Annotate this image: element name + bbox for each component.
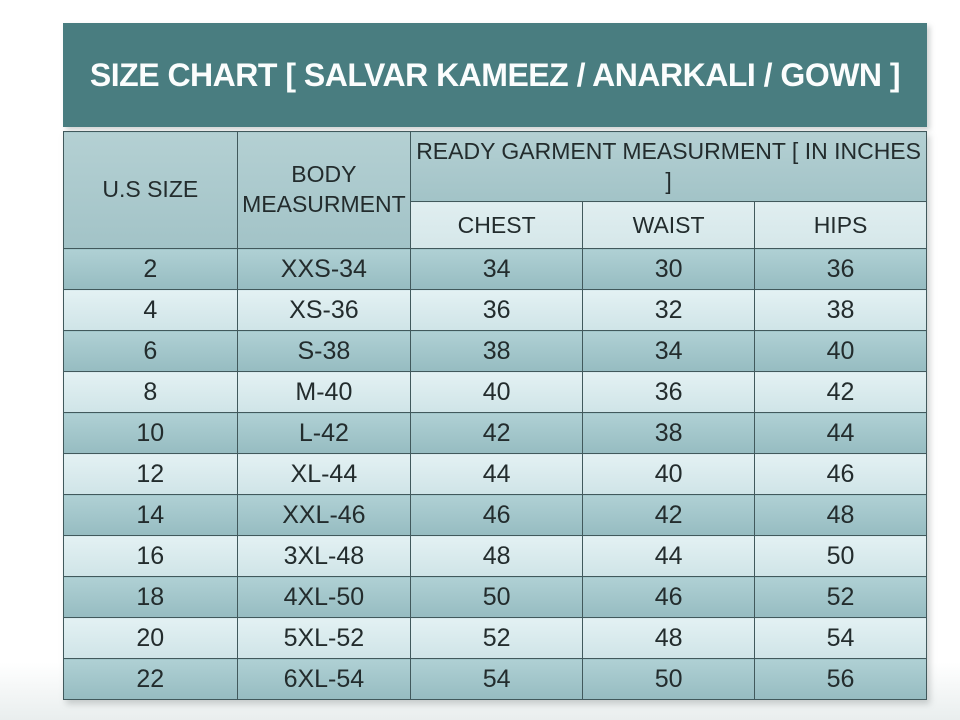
table-row: 20 5XL-52 52 48 54	[63, 617, 927, 659]
cell-hips: 40	[754, 330, 927, 372]
cell-body-measurement: L-42	[236, 412, 412, 454]
cell-chest: 46	[410, 494, 584, 536]
cell-chest: 42	[410, 412, 584, 454]
table-row: 10 L-42 42 38 44	[63, 412, 927, 454]
cell-us-size: 2	[63, 248, 238, 290]
cell-hips: 52	[754, 576, 927, 618]
cell-chest: 48	[410, 535, 584, 577]
cell-waist: 38	[582, 412, 756, 454]
cell-body-measurement: 3XL-48	[236, 535, 412, 577]
cell-body-measurement: XS-36	[236, 289, 412, 331]
table-row: 18 4XL-50 50 46 52	[63, 576, 927, 618]
col-header-ready-garment: READY GARMENT MEASURMENT [ IN INCHES ]	[410, 131, 927, 202]
cell-waist: 42	[582, 494, 756, 536]
cell-chest: 34	[410, 248, 584, 290]
cell-us-size: 18	[63, 576, 238, 618]
cell-us-size: 4	[63, 289, 238, 331]
cell-hips: 56	[754, 658, 927, 700]
table-row: 6 S-38 38 34 40	[63, 330, 927, 372]
cell-body-measurement: XXS-34	[236, 248, 412, 290]
table-row: 12 XL-44 44 40 46	[63, 453, 927, 495]
col-header-hips: HIPS	[754, 201, 927, 249]
table-row: 16 3XL-48 48 44 50	[63, 535, 927, 577]
cell-body-measurement: XL-44	[236, 453, 412, 495]
cell-hips: 42	[754, 371, 927, 413]
col-header-body-measurement: BODY MEASURMENT	[236, 131, 412, 249]
cell-hips: 38	[754, 289, 927, 331]
cell-hips: 48	[754, 494, 927, 536]
cell-hips: 36	[754, 248, 927, 290]
cell-body-measurement: 4XL-50	[236, 576, 412, 618]
cell-waist: 50	[582, 658, 756, 700]
cell-us-size: 12	[63, 453, 238, 495]
cell-body-measurement: 5XL-52	[236, 617, 412, 659]
cell-chest: 36	[410, 289, 584, 331]
cell-waist: 30	[582, 248, 756, 290]
cell-body-measurement: S-38	[236, 330, 412, 372]
col-header-waist: WAIST	[582, 201, 756, 249]
cell-hips: 44	[754, 412, 927, 454]
cell-waist: 36	[582, 371, 756, 413]
cell-chest: 54	[410, 658, 584, 700]
cell-waist: 48	[582, 617, 756, 659]
table-row: 22 6XL-54 54 50 56	[63, 658, 927, 700]
cell-hips: 54	[754, 617, 927, 659]
cell-us-size: 10	[63, 412, 238, 454]
table-row: 14 XXL-46 46 42 48	[63, 494, 927, 536]
cell-hips: 46	[754, 453, 927, 495]
chart-title: SIZE CHART [ SALVAR KAMEEZ / ANARKALI / …	[89, 56, 901, 93]
cell-chest: 50	[410, 576, 584, 618]
cell-waist: 34	[582, 330, 756, 372]
cell-chest: 38	[410, 330, 584, 372]
cell-chest: 40	[410, 371, 584, 413]
cell-hips: 50	[754, 535, 927, 577]
col-header-chest: CHEST	[410, 201, 584, 249]
cell-us-size: 6	[63, 330, 238, 372]
size-table-body: 2 XXS-34 34 30 36 4 XS-36 36 32 38 6 S-38 38 34 40 8 M-4…	[63, 248, 927, 700]
chart-title-bar: SIZE CHART [ SALVAR KAMEEZ / ANARKALI / …	[63, 23, 927, 127]
cell-waist: 44	[582, 535, 756, 577]
cell-us-size: 14	[63, 494, 238, 536]
size-chart: SIZE CHART [ SALVAR KAMEEZ / ANARKALI / …	[63, 23, 927, 700]
cell-waist: 32	[582, 289, 756, 331]
cell-us-size: 20	[63, 617, 238, 659]
cell-us-size: 16	[63, 535, 238, 577]
cell-chest: 44	[410, 453, 584, 495]
cell-body-measurement: 6XL-54	[236, 658, 412, 700]
table-row: 4 XS-36 36 32 38	[63, 289, 927, 331]
cell-waist: 40	[582, 453, 756, 495]
cell-us-size: 8	[63, 371, 238, 413]
cell-waist: 46	[582, 576, 756, 618]
size-table: U.S SIZE BODY MEASURMENT READY GARMENT M…	[63, 131, 927, 700]
cell-body-measurement: XXL-46	[236, 494, 412, 536]
header-row-sub: CHEST WAIST HIPS	[64, 201, 927, 249]
cell-us-size: 22	[63, 658, 238, 700]
table-row: 8 M-40 40 36 42	[63, 371, 927, 413]
cell-chest: 52	[410, 617, 584, 659]
table-row: 2 XXS-34 34 30 36	[63, 248, 927, 290]
header-row-main: U.S SIZE BODY MEASURMENT READY GARMENT M…	[63, 131, 927, 249]
size-table-head: U.S SIZE BODY MEASURMENT READY GARMENT M…	[63, 131, 927, 249]
cell-body-measurement: M-40	[236, 371, 412, 413]
col-header-us-size: U.S SIZE	[63, 131, 238, 249]
